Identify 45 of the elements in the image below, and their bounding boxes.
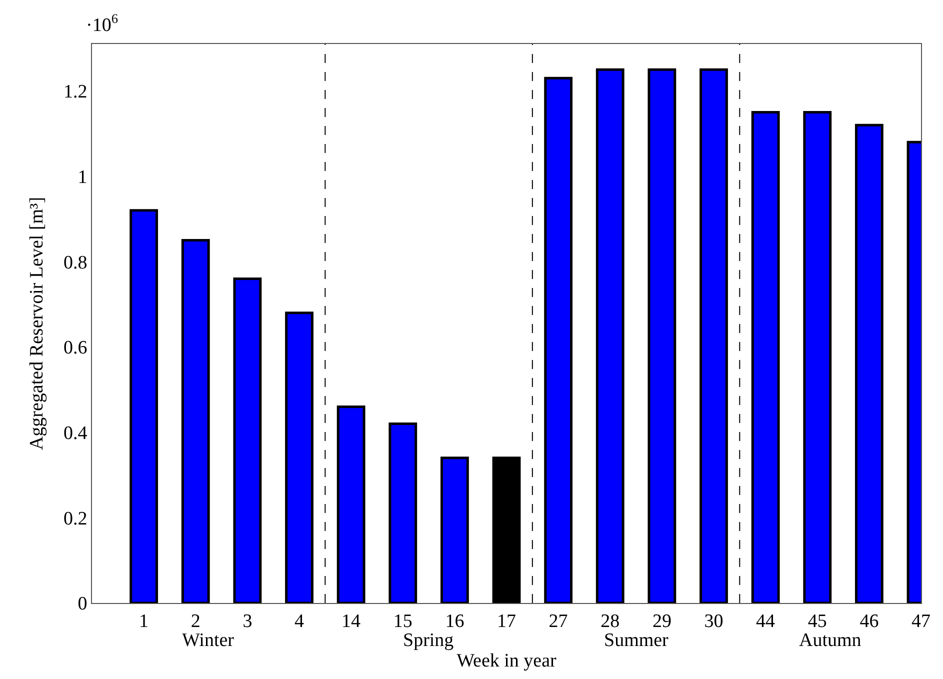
bar [233,277,262,603]
y-tick-label: 1.2 [63,82,88,103]
text: Summer [604,630,670,651]
y-tick-label: 1 [78,166,88,188]
x-tick-label: 1 [139,610,149,632]
x-tick-label: 45 [808,610,827,632]
y-tick-label: 0 [78,594,88,615]
bar [181,239,210,603]
bar [751,111,780,603]
bar [492,456,521,603]
x-tick-label: 44 [756,610,776,632]
bar [440,456,469,603]
x-tick-label: 28 [600,610,620,632]
bar [803,111,832,603]
x-tick-label: 30 [704,610,724,632]
bar [336,405,366,603]
bar [648,68,676,603]
x-tick-label: 15 [393,610,412,632]
bar [285,312,314,603]
bar [130,209,158,603]
text: ·10$^{6}$ [86,11,118,36]
y-tick-label: 0.4 [63,422,88,444]
x-tick-label: 29 [652,610,672,632]
x-tick-label: 17 [497,610,516,632]
x-axis-title: Week in year [456,650,558,672]
x-tick-label: 47 [912,610,930,632]
y-tick-label: 0.8 [63,252,88,274]
bar [854,124,884,603]
x-tick-label: 3 [242,610,252,632]
y-tick-label: 0.6 [63,338,88,359]
x-tick-label: 14 [342,610,362,632]
bar [388,422,418,603]
x-tick-label: 4 [294,610,304,632]
text: Spring [403,630,454,651]
x-tick-label: 46 [860,610,879,632]
text: Winter [182,630,235,651]
y-tick-label: 0.2 [63,508,88,530]
text: Autumn [799,630,862,651]
x-tick-label: 27 [548,610,568,632]
y-axis-title: Aggregated Reservoir Level [m³] [26,196,48,450]
bar [544,76,573,603]
bar [700,68,728,603]
x-tick-label: 2 [190,610,200,632]
bar [596,68,624,603]
x-tick-label: 16 [445,610,464,632]
